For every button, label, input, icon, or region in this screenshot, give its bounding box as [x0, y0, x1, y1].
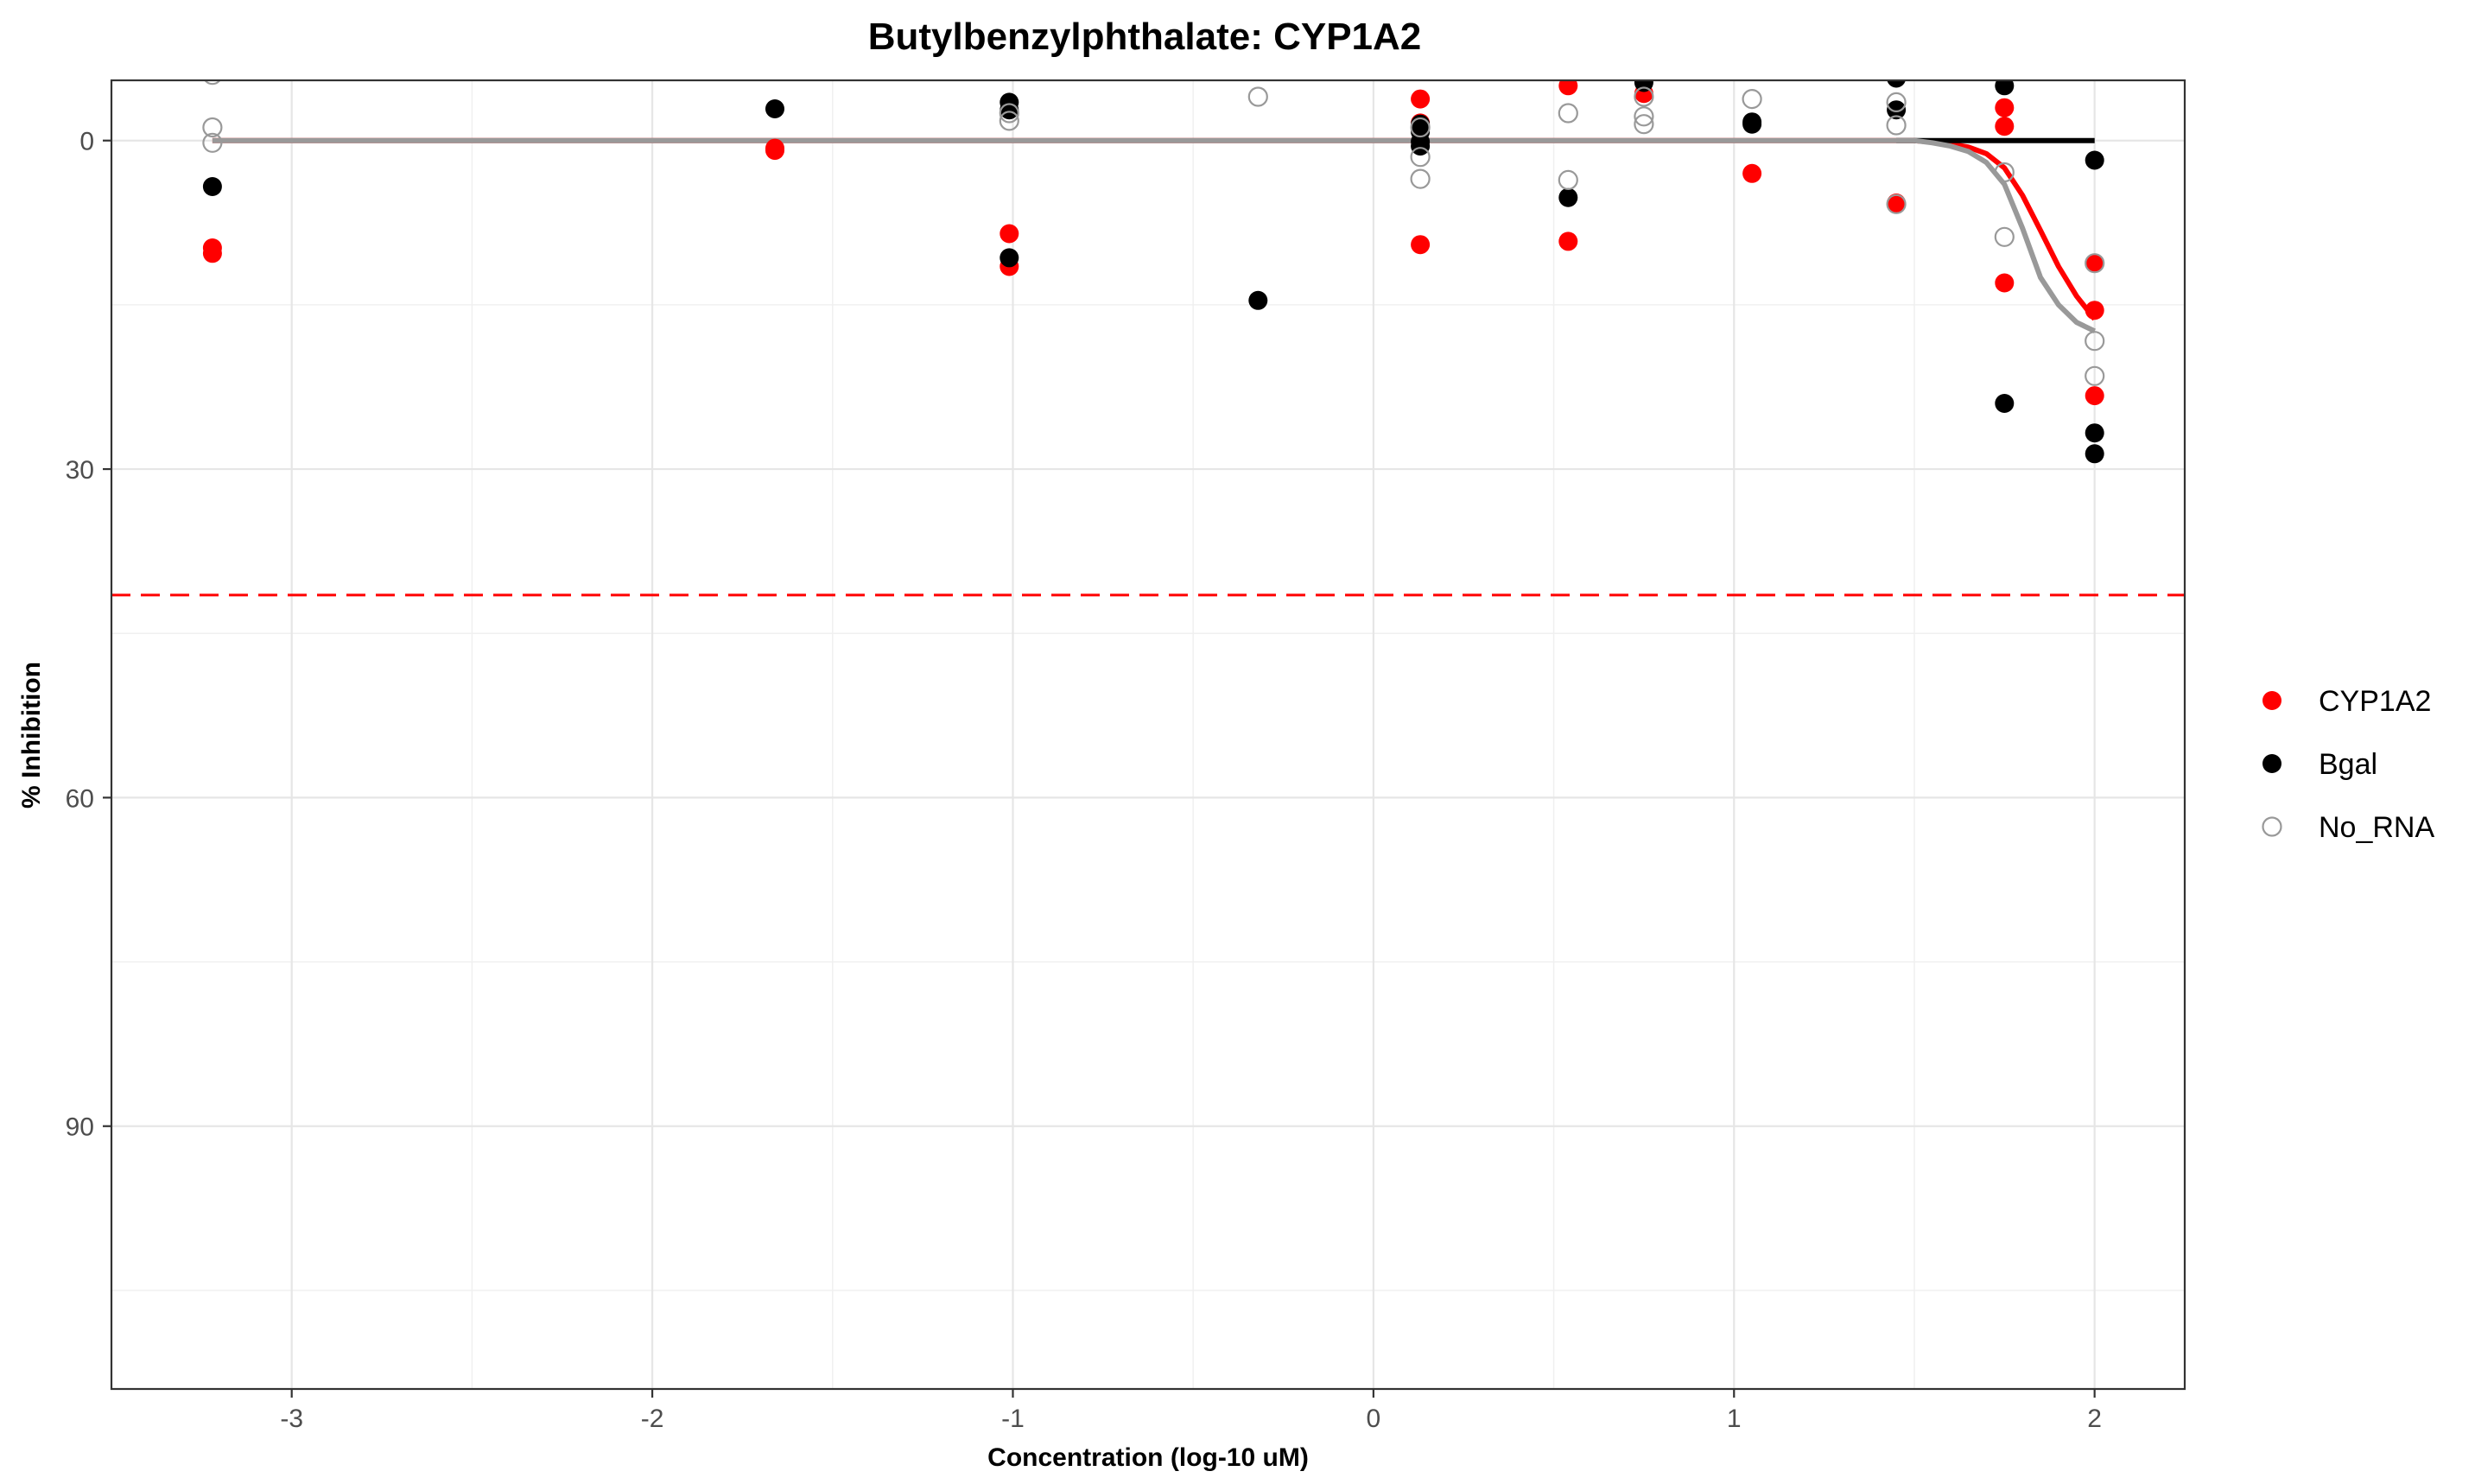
y-axis: 0 30 60 90: [66, 128, 111, 1142]
point-cyp1a2: [1558, 80, 1578, 96]
point-bgal: [1411, 136, 1431, 156]
point-no-rna: [2085, 253, 2105, 274]
x-axis-title: Concentration (log-10 uM): [987, 1443, 1309, 1472]
point-bgal: [202, 177, 222, 196]
point-no-rna: [1886, 92, 1907, 113]
point-no-rna: [1886, 193, 1907, 214]
point-bgal: [1995, 394, 2015, 413]
point-cyp1a2: [1742, 163, 1762, 183]
point-cyp1a2: [1995, 273, 2015, 293]
point-no-rna: [1410, 117, 1431, 138]
point-cyp1a2: [2085, 386, 2104, 406]
point-cyp1a2: [1995, 98, 2015, 117]
point-bgal: [1634, 80, 1653, 92]
point-bgal: [2085, 444, 2104, 464]
y-tick-label: 90: [66, 1113, 94, 1142]
point-no-rna: [2085, 331, 2105, 352]
y-tick-label: 0: [79, 128, 94, 156]
point-cyp1a2: [1411, 235, 1431, 255]
point-no-rna: [999, 111, 1019, 131]
legend-label-cyp1a2: CYP1A2: [2319, 685, 2431, 718]
point-cyp1a2: [1411, 89, 1431, 109]
x-axis: -3 -2 -1 0 1 2: [280, 1389, 2102, 1433]
grid-minor: [111, 80, 2185, 1389]
point-no-rna: [2085, 365, 2105, 386]
y-tick-label: 30: [66, 456, 94, 485]
chart-title: Butylbenzylphthalate: CYP1A2: [868, 16, 1422, 58]
point-bgal: [1887, 100, 1907, 120]
point-cyp1a2: [1887, 193, 1907, 212]
point-cyp1a2: [202, 244, 222, 263]
point-cyp1a2: [1558, 231, 1578, 251]
point-bgal: [1558, 187, 1578, 207]
panel-background: [111, 80, 2185, 1389]
legend-key-no-rna: [2262, 816, 2282, 837]
x-tick-label: -1: [1001, 1405, 1025, 1433]
legend: CYP1A2 Bgal No_RNA: [2262, 685, 2434, 844]
x-tick-label: -3: [280, 1405, 303, 1433]
point-no-rna: [202, 117, 223, 138]
y-tick-label: 60: [66, 784, 94, 813]
point-no-rna: [1742, 88, 1762, 110]
point-no-rna: [1994, 226, 2015, 247]
point-no-rna: [1994, 162, 2015, 183]
point-bgal: [1995, 80, 2015, 96]
point-bgal: [1887, 80, 1906, 88]
point-bgal: [1248, 290, 1268, 310]
point-no-rna: [1410, 147, 1431, 168]
point-no-rna: [1558, 169, 1578, 190]
point-no-rna: [202, 132, 223, 153]
point-bgal: [2085, 150, 2104, 170]
point-no-rna: [1558, 103, 1578, 124]
point-no-rna: [1886, 115, 1907, 136]
plot-panel: [110, 79, 2186, 1391]
legend-label-bgal: Bgal: [2319, 748, 2377, 781]
legend-label-no-rna: No_RNA: [2319, 811, 2434, 844]
x-tick-label: -2: [641, 1405, 664, 1433]
point-no-rna: [1634, 114, 1654, 135]
panel-border: [110, 79, 2186, 1391]
point-no-rna: [1410, 168, 1431, 189]
x-tick-label: 2: [2087, 1405, 2102, 1433]
data-points: [202, 80, 2105, 464]
legend-key-bgal: [2262, 754, 2281, 773]
y-axis-title: % Inhibition: [17, 662, 46, 809]
x-tick-label: 1: [1727, 1405, 1742, 1433]
point-no-rna: [999, 103, 1019, 124]
x-tick-label: 0: [1367, 1405, 1381, 1433]
point-no-rna: [1247, 86, 1268, 107]
point-bgal: [1742, 114, 1762, 134]
point-cyp1a2: [1995, 117, 2015, 136]
point-cyp1a2: [2085, 301, 2104, 320]
point-cyp1a2: [765, 141, 784, 161]
point-bgal: [1000, 248, 1019, 268]
point-no-rna: [1634, 86, 1654, 107]
point-cyp1a2: [2085, 253, 2104, 273]
point-no-rna: [204, 80, 221, 86]
point-cyp1a2: [1000, 224, 1019, 244]
point-bgal: [765, 99, 784, 118]
point-bgal: [2085, 423, 2104, 443]
legend-key-cyp1a2: [2262, 691, 2281, 710]
point-no-rna: [1634, 106, 1654, 127]
